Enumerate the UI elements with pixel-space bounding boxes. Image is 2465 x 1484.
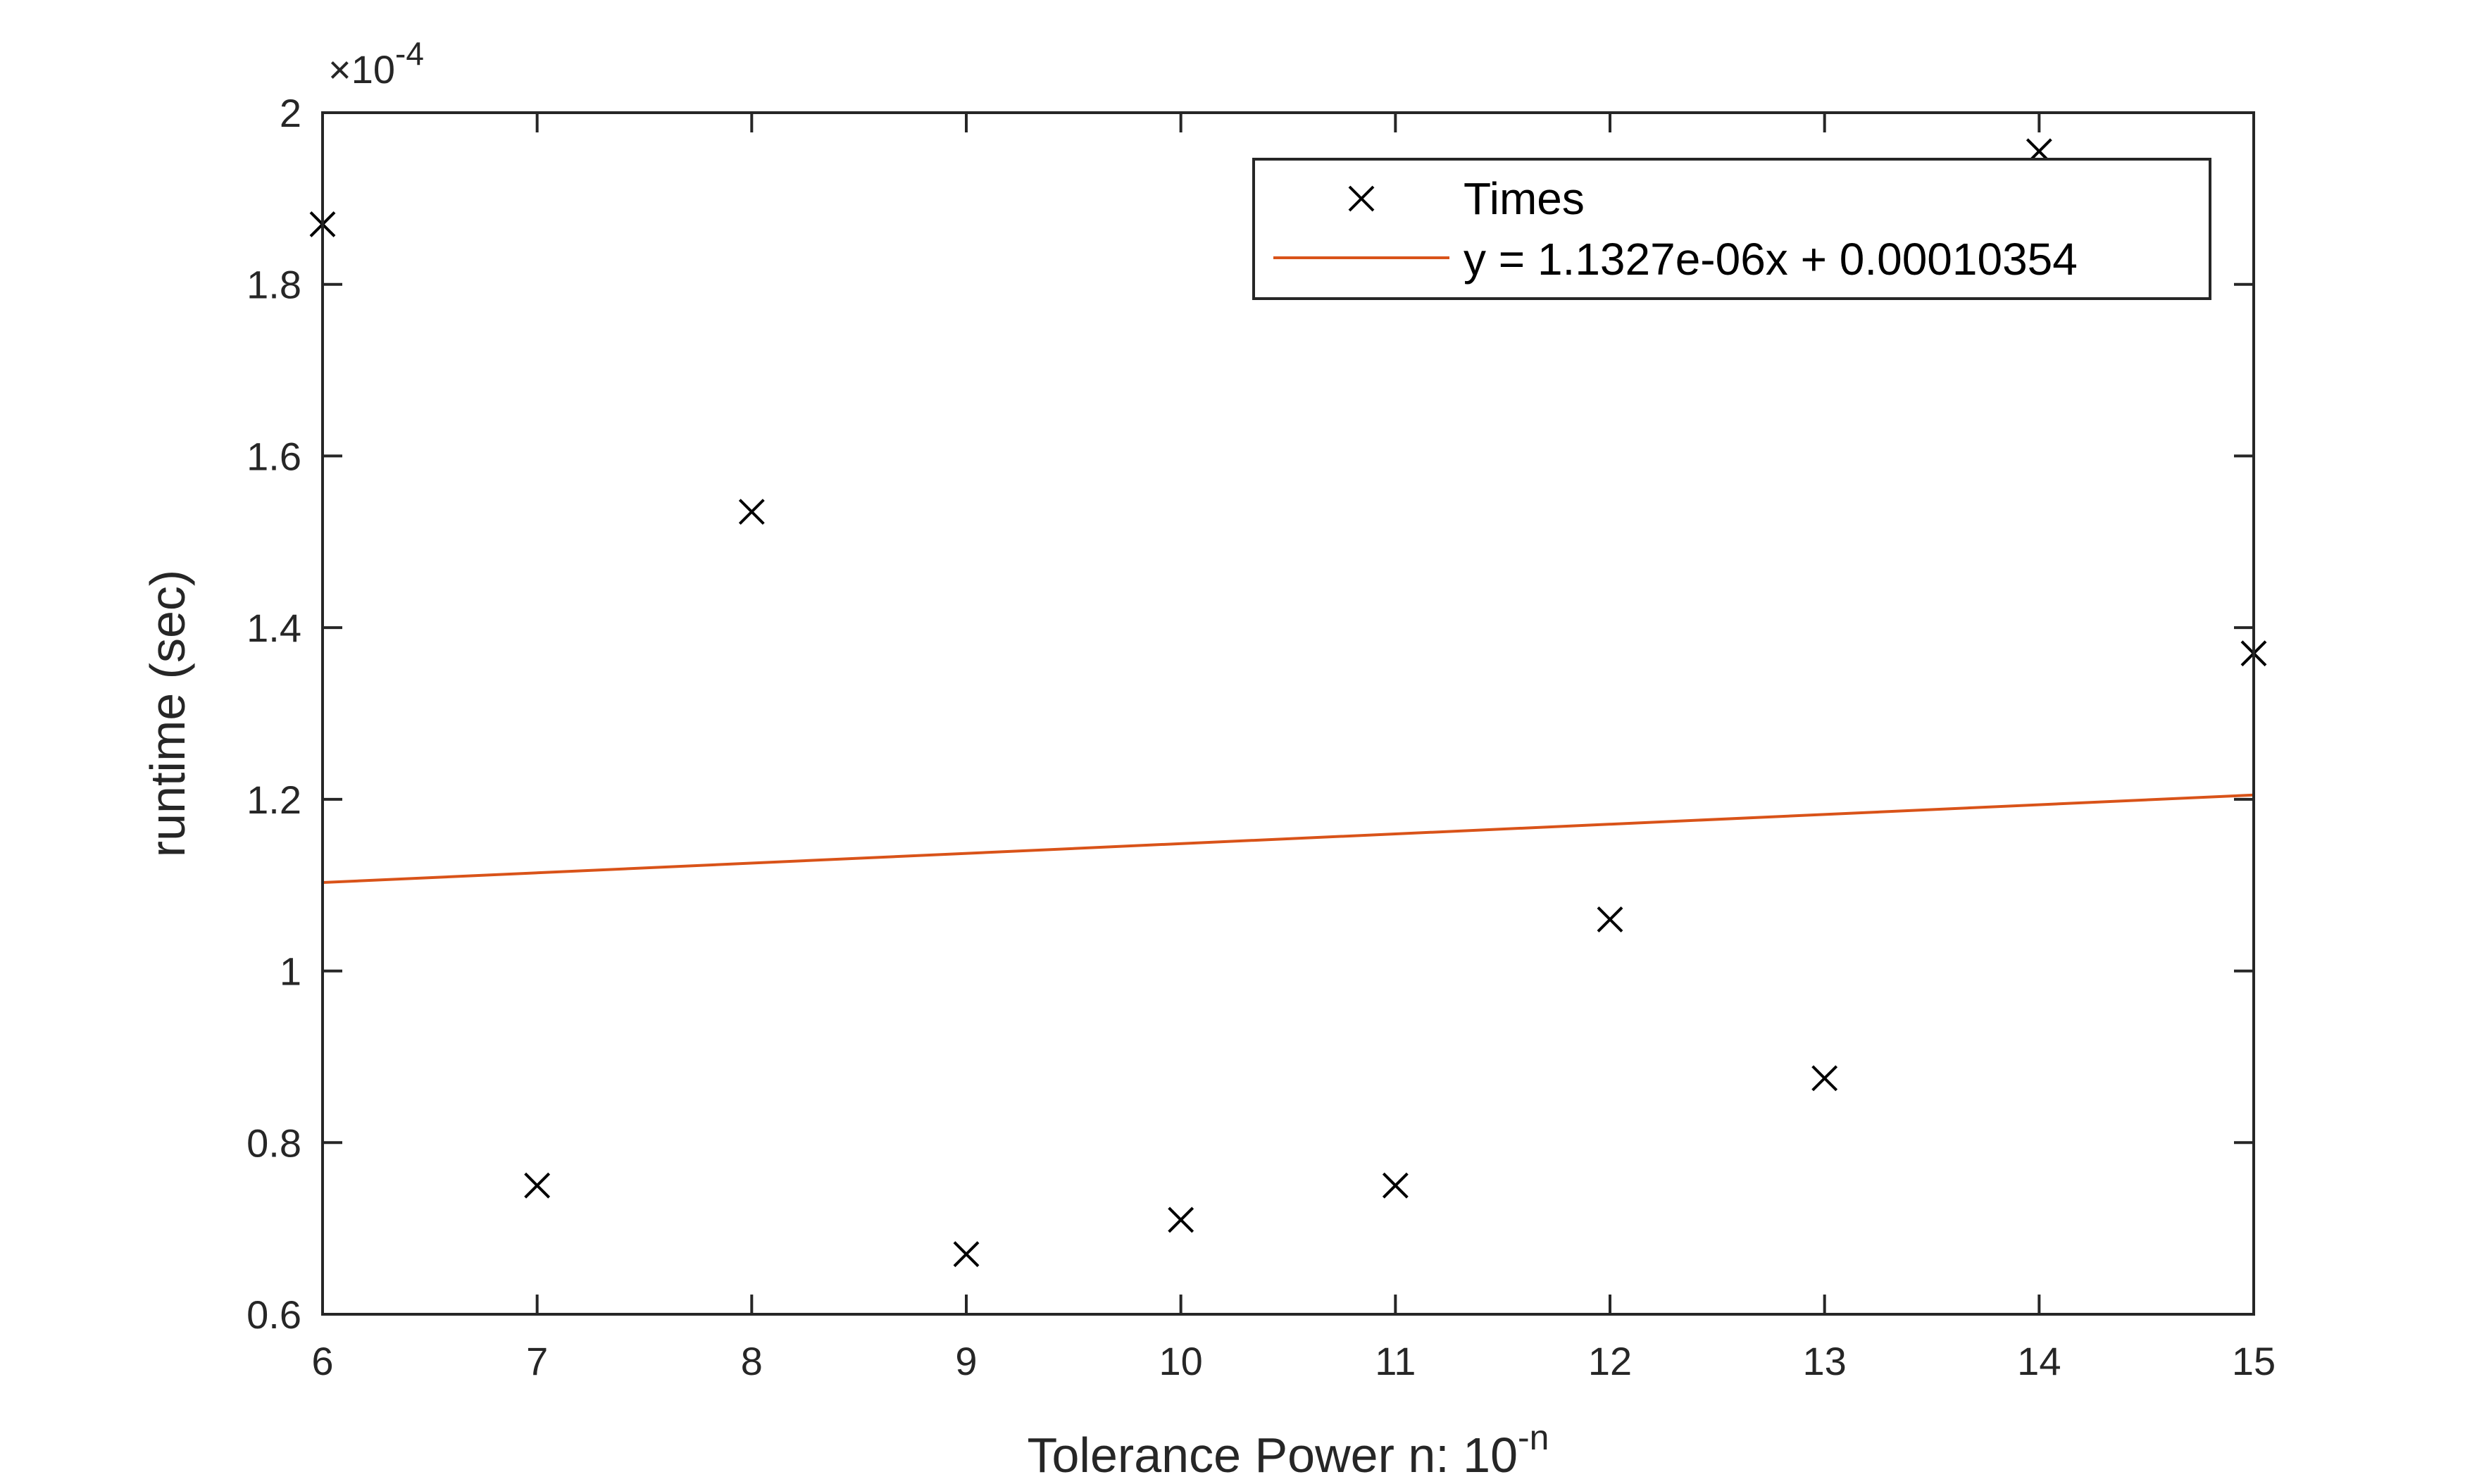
data-point (953, 1241, 980, 1268)
x-tick-label: 7 (526, 1339, 548, 1383)
data-point (1597, 906, 1623, 933)
y-tick-labels: 0.6 0.8 1 1.2 1.4 1.6 1.8 2 (246, 91, 301, 1337)
legend-marker-times (1348, 185, 1375, 212)
legend-label-fit: y = 1.1327e-06x + 0.00010354 (1464, 234, 2078, 285)
legend-x-marker (1348, 185, 1375, 212)
legend-box (1252, 158, 2211, 300)
y-tick-label: 1.8 (246, 263, 301, 307)
scatter-markers (309, 138, 2267, 1268)
x-axis-label-superscript: -n (1518, 1418, 1549, 1457)
y-tick-label: 1 (280, 949, 301, 994)
x-tick-label: 12 (1588, 1339, 1632, 1383)
legend-label-times: Times (1464, 173, 1585, 224)
y-tick-label: 2 (280, 91, 301, 135)
fit-line-group (322, 793, 2254, 885)
x-tick-label: 13 (1803, 1339, 1847, 1383)
y-multiplier: ×10-4 (328, 35, 424, 92)
plot-background (323, 113, 2254, 1314)
y-tick-label: 0.8 (246, 1121, 301, 1165)
fit-line (322, 793, 2254, 885)
data-point (524, 1172, 551, 1199)
plot-frame (321, 111, 2255, 1316)
data-point (738, 499, 765, 525)
data-point (1382, 1172, 1409, 1199)
y-axis-label: runtime (sec) (140, 570, 195, 857)
x-tick-label: 8 (741, 1339, 763, 1383)
legend: Times y = 1.1327e-06x + 0.00010354 (1252, 158, 2211, 300)
x-tick-label: 9 (955, 1339, 977, 1383)
x-axis-label: Tolerance Power n: 10-n (1028, 1418, 1549, 1483)
x-tick-label: 11 (1375, 1339, 1416, 1383)
data-point (1811, 1065, 1838, 1092)
x-tick-label: 14 (2017, 1339, 2061, 1383)
y-multiplier-exponent: -4 (395, 35, 424, 72)
y-tick-label: 1.6 (246, 434, 301, 478)
x-tick-label: 10 (1159, 1339, 1203, 1383)
y-tick-label: 0.6 (246, 1292, 301, 1337)
x-tick-label: 6 (311, 1339, 333, 1383)
y-tick-label: 1.4 (246, 606, 301, 650)
y-tick-label: 1.2 (246, 778, 301, 822)
data-point (1168, 1206, 1194, 1233)
x-tick-labels: 6 7 8 9 10 11 12 13 14 15 (311, 1339, 2276, 1383)
x-tick-label: 15 (2232, 1339, 2276, 1383)
